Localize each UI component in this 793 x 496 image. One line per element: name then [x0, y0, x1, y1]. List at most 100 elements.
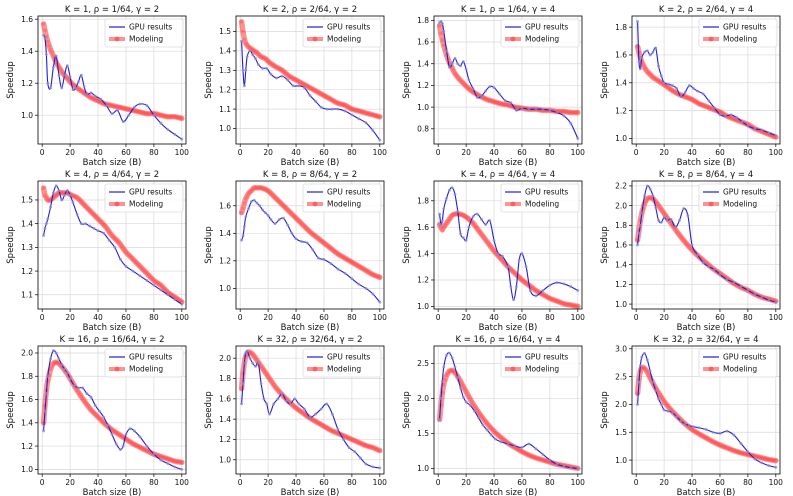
- modeling-markers: [239, 19, 382, 119]
- y-tick-label: 1.4: [21, 219, 33, 228]
- modeling-marker: [298, 220, 303, 225]
- y-tick-label: 1.6: [615, 51, 627, 60]
- gpu-marker: [282, 216, 285, 220]
- y-tick-label: 1.6: [417, 38, 429, 47]
- modeling-marker: [82, 398, 86, 403]
- modeling-marker: [497, 101, 502, 106]
- modeling-marker: [472, 223, 477, 227]
- modeling-marker: [513, 271, 517, 276]
- modeling-marker: [108, 103, 113, 108]
- modeling-marker: [660, 209, 665, 214]
- modeling-marker: [641, 62, 646, 67]
- modeling-marker: [270, 192, 275, 197]
- legend-model-label: Modeling: [723, 365, 757, 374]
- x-tick-label: 20: [65, 148, 75, 157]
- modeling-marker: [177, 459, 181, 464]
- gpu-marker: [746, 124, 750, 128]
- modeling-marker: [295, 407, 300, 411]
- x-axis-label: Batch size (B): [677, 488, 736, 496]
- modeling-marker: [478, 230, 482, 235]
- x-tick-label: 40: [291, 148, 301, 157]
- x-tick-label: 40: [687, 313, 697, 322]
- gpu-marker: [325, 107, 329, 111]
- modeling-marker: [262, 186, 266, 191]
- gpu-marker: [265, 66, 269, 70]
- modeling-marker: [110, 103, 114, 108]
- modeling-marker: [100, 221, 105, 226]
- modeling-marker: [736, 450, 741, 454]
- modeling-marker: [349, 260, 354, 265]
- modeling-marker: [525, 452, 530, 457]
- gpu-marker: [93, 403, 97, 407]
- modeling-marker: [358, 109, 363, 114]
- y-tick-label: 1.2: [417, 81, 429, 90]
- gpu-marker: [121, 444, 125, 448]
- modeling-marker: [458, 78, 463, 83]
- modeling-marker: [670, 88, 675, 93]
- modeling-marker: [447, 369, 452, 374]
- gpu-marker: [311, 248, 315, 252]
- gpu-marker: [774, 465, 778, 469]
- modeling-marker: [658, 393, 662, 397]
- modeling-marker: [87, 406, 92, 411]
- modeling-marker: [497, 255, 502, 260]
- gpu-marker: [675, 86, 679, 90]
- y-tick-label: 1.2: [615, 106, 627, 115]
- x-tick-label: 80: [743, 478, 753, 487]
- gpu-marker: [258, 204, 262, 208]
- gpu-marker: [343, 271, 347, 275]
- modeling-marker: [468, 87, 473, 92]
- modeling-marker: [273, 64, 277, 69]
- gpu-marker: [314, 412, 317, 416]
- modeling-marker: [115, 239, 120, 244]
- modeling-marker: [77, 88, 82, 92]
- modeling-marker: [82, 90, 86, 95]
- modeling-marker: [156, 112, 160, 117]
- modeling-marker: [708, 438, 713, 443]
- modeling-marker: [93, 412, 98, 417]
- modeling-marker: [343, 434, 347, 439]
- x-tick-label: 100: [769, 478, 784, 487]
- modeling-marker: [270, 62, 275, 67]
- modeling-marker: [323, 94, 328, 99]
- gpu-marker: [701, 92, 705, 96]
- gpu-marker: [240, 402, 243, 406]
- modeling-marker: [89, 408, 93, 412]
- x-tick-label: 60: [517, 313, 527, 322]
- modeling-marker: [336, 252, 340, 256]
- modeling-marker: [96, 415, 100, 419]
- modeling-marker: [310, 232, 315, 237]
- modeling-marker: [330, 98, 335, 103]
- modeling-marker: [117, 240, 121, 245]
- x-tick-label: 60: [715, 148, 725, 157]
- gpu-marker: [520, 252, 524, 255]
- modeling-marker: [348, 106, 353, 111]
- modeling-marker: [334, 250, 339, 255]
- gpu-marker: [576, 289, 580, 292]
- modeling-marker: [260, 186, 265, 191]
- modeling-marker: [80, 89, 85, 94]
- gpu-marker: [643, 351, 646, 355]
- x-tick-label: 0: [634, 478, 639, 487]
- modeling-marker: [552, 298, 556, 302]
- modeling-marker: [699, 102, 704, 107]
- modeling-marker: [461, 213, 466, 218]
- gpu-marker: [645, 358, 649, 362]
- x-tick-label: 20: [461, 148, 471, 157]
- x-tick-label: 0: [238, 313, 243, 322]
- modeling-marker: [762, 456, 767, 461]
- gpu-marker: [675, 415, 679, 419]
- modeling-marker: [59, 190, 64, 195]
- gpu-marker: [534, 294, 538, 298]
- gpu-marker: [445, 353, 448, 357]
- modeling-marker: [274, 386, 279, 391]
- modeling-marker: [663, 401, 668, 406]
- modeling-marker: [98, 219, 103, 224]
- modeling-marker: [138, 110, 142, 114]
- legend-model-marker: [114, 366, 120, 372]
- modeling-marker: [692, 429, 697, 434]
- gpu-marker: [85, 392, 89, 396]
- gpu-marker: [118, 448, 122, 451]
- gpu-marker: [121, 120, 125, 123]
